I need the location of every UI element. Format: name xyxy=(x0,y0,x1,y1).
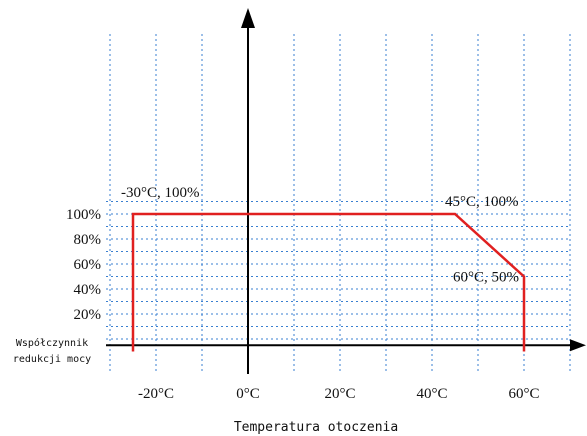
x-tick-label: 40°C xyxy=(416,386,447,402)
annotations: -30°C, 100% 45°C, 100% 60°C, 50% xyxy=(121,185,519,286)
x-tick-label: 20°C xyxy=(324,386,355,402)
y-tick-label: 100% xyxy=(66,207,101,223)
y-tick-label: 20% xyxy=(74,307,102,323)
x-axis-title: Temperatura otoczenia xyxy=(234,420,398,435)
y-axis-title-line-2: redukcji mocy xyxy=(13,354,91,365)
y-tick-label: 80% xyxy=(74,232,102,248)
x-tick-label: -20°C xyxy=(138,386,174,402)
y-axis-title-line-1: Współczynnik xyxy=(16,337,88,349)
x-tick-labels: -20°C 0°C 20°C 40°C 60°C xyxy=(138,386,540,402)
x-axis-arrow-icon xyxy=(570,339,586,352)
x-tick-label: 0°C xyxy=(236,386,260,402)
point-annotation: 45°C, 100% xyxy=(445,194,519,210)
series-layer xyxy=(131,212,526,352)
x-tick-label: 60°C xyxy=(508,386,539,402)
y-tick-label: 60% xyxy=(74,257,102,273)
y-tick-labels: 20% 40% 60% 80% 100% xyxy=(66,207,101,323)
axes xyxy=(106,8,586,374)
point-annotation: 60°C, 50% xyxy=(453,270,519,286)
grid xyxy=(106,34,571,374)
y-axis-arrow-icon xyxy=(241,8,255,28)
point-annotation: -30°C, 100% xyxy=(121,185,200,201)
derating-curve xyxy=(131,212,526,352)
y-tick-label: 40% xyxy=(74,282,102,298)
